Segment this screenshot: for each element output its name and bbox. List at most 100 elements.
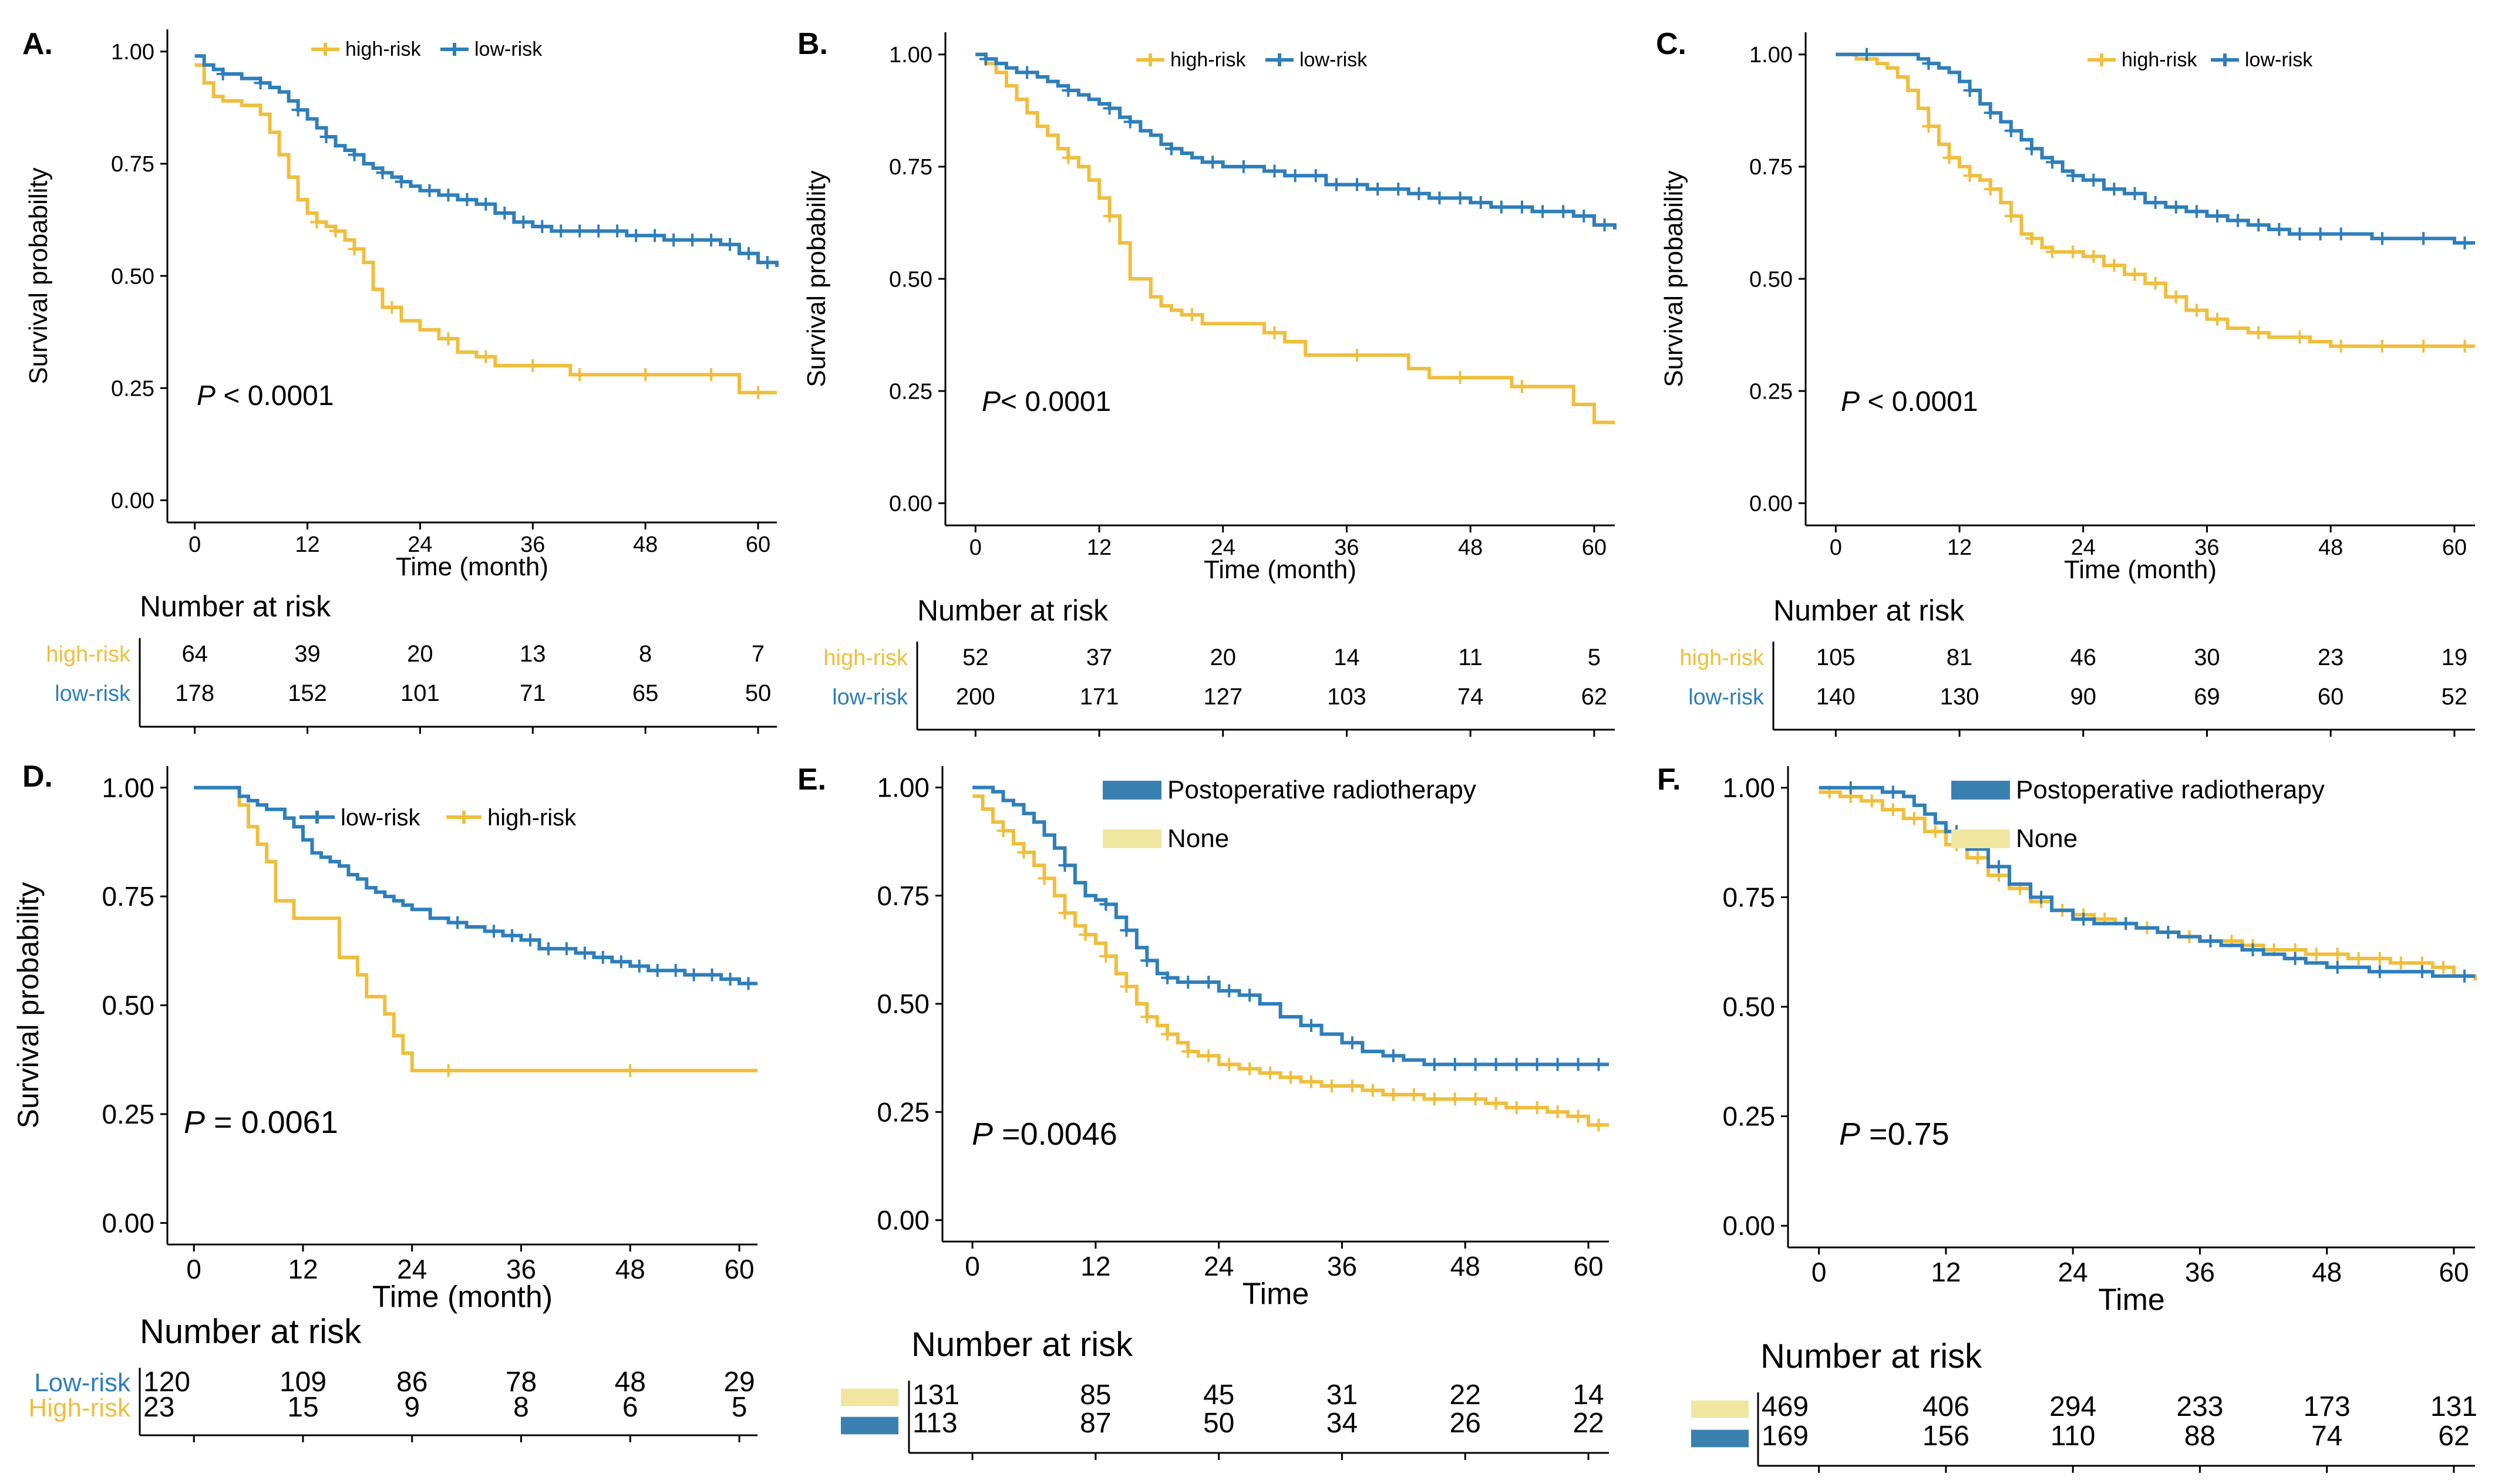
risk-value: 31	[1326, 1380, 1358, 1411]
censor-mark	[1038, 872, 1051, 885]
x-tick-label: 60	[724, 1254, 754, 1284]
risk-value: 81	[1947, 645, 1973, 670]
censor-mark	[1571, 1109, 1585, 1123]
censor-mark	[1325, 1080, 1338, 1093]
risk-value: 39	[294, 641, 321, 667]
risk-value: 130	[1940, 684, 1979, 710]
p-symbol: P	[982, 386, 1001, 417]
censor-mark	[2293, 227, 2307, 241]
p-symbol: P	[1839, 1117, 1860, 1152]
x-tick-label: 24	[1211, 535, 1235, 560]
panel-c: C. 0.00 0.25 0.50 0.75 1.00 0 12 24 36 48 60 Time (m…	[1656, 27, 2475, 737]
risk-value: 152	[288, 680, 327, 706]
panel-a: A. 0.00 0.25 0.50 0.75 1.00 0 12 24 36 48 60 Time (m…	[22, 27, 779, 734]
censor-mark	[1984, 183, 1997, 196]
risk-value: 34	[1326, 1408, 1358, 1439]
p-symbol: P	[972, 1117, 993, 1152]
risk-value: 23	[2318, 645, 2344, 670]
censor-mark	[573, 368, 587, 382]
censor-mark	[348, 148, 361, 161]
censor-mark	[2119, 917, 2133, 930]
censor-mark	[1366, 1084, 1379, 1097]
risk-table-title: Number at risk	[1773, 594, 1965, 627]
risk-value: 50	[745, 680, 772, 706]
legend-label: low-risk	[2245, 49, 2313, 71]
censor-mark	[1386, 1088, 1400, 1101]
censor-mark	[1992, 860, 2006, 873]
y-axis-title: Survival probability	[1659, 170, 1688, 387]
y-tick-label: 0.75	[877, 881, 930, 911]
legend-key-low	[440, 43, 469, 56]
censor-mark	[1223, 1058, 1236, 1071]
risk-value: 37	[1086, 645, 1113, 670]
y-tick-label: 0.25	[877, 1097, 930, 1127]
censor-mark	[996, 824, 1010, 838]
y-tick-label: 0.00	[877, 1205, 930, 1236]
risk-value: 64	[181, 641, 208, 667]
censor-mark	[573, 224, 587, 238]
x-tick-label: 0	[186, 1254, 201, 1284]
risk-value: 71	[520, 680, 546, 706]
censor-mark	[1140, 954, 1154, 967]
legend-label: None	[1167, 824, 1229, 853]
risk-value: 74	[2311, 1421, 2342, 1452]
censor-mark	[1305, 1075, 1318, 1088]
censor-mark	[2231, 214, 2245, 227]
censor-mark	[479, 350, 493, 363]
censor-mark	[2334, 227, 2348, 241]
censor-mark	[1571, 1058, 1585, 1071]
censor-mark	[1551, 1058, 1564, 1071]
censor-mark	[2025, 232, 2038, 245]
censor-mark	[1494, 200, 1508, 214]
x-tick-label: 60	[1573, 1251, 1603, 1281]
censor-mark	[1186, 308, 1199, 322]
p-symbol: P	[184, 1105, 205, 1140]
risk-value: 60	[2318, 684, 2344, 710]
x-tick-label: 60	[1582, 535, 1607, 560]
censor-mark	[2314, 227, 2327, 241]
legend-label: high-risk	[1170, 49, 1246, 71]
censor-mark	[578, 946, 591, 960]
censor-mark	[2375, 339, 2389, 353]
legend-label: low-risk	[1299, 49, 1368, 71]
x-tick-label: 24	[397, 1254, 427, 1284]
censor-mark	[2309, 947, 2323, 961]
censor-mark	[1860, 48, 1873, 61]
censor-mark	[1243, 989, 1257, 1002]
p-value: P =0.0046	[972, 1117, 1117, 1152]
km-curve-high	[194, 785, 757, 1072]
legend-label: high-risk	[487, 805, 577, 831]
censor-mark	[1351, 348, 1364, 362]
panel-label: A.	[22, 27, 53, 61]
censor-mark	[2457, 969, 2471, 983]
p-symbol: P	[197, 380, 216, 412]
censor-mark	[1181, 1045, 1195, 1058]
censor-mark	[2161, 926, 2175, 939]
censor-mark	[1510, 1058, 1523, 1071]
censor-mark	[1079, 928, 1092, 942]
risk-value: 8	[513, 1392, 529, 1423]
x-tick-label: 24	[2058, 1257, 2088, 1287]
censor-mark	[2066, 169, 2080, 183]
p-value-text: =0.75	[1860, 1117, 1949, 1152]
censor-mark	[1120, 980, 1133, 993]
risk-value: 127	[1203, 684, 1243, 710]
panel-label: E.	[797, 763, 826, 797]
x-axis-title: Time (month)	[372, 1280, 553, 1314]
risk-row-swatch-postop	[1691, 1429, 1749, 1448]
censor-mark	[1407, 1088, 1420, 1101]
p-value: P < 0.0001	[197, 380, 334, 412]
km-curve-low	[194, 54, 779, 267]
censor-mark	[705, 368, 718, 382]
censor-mark	[639, 368, 652, 382]
risk-value: 62	[1581, 684, 1608, 710]
risk-value: 22	[1573, 1408, 1604, 1439]
censor-mark	[506, 929, 519, 942]
risk-value: 14	[1334, 645, 1360, 670]
risk-value: 169	[1762, 1421, 1809, 1452]
legend-swatch-none	[1951, 829, 2010, 848]
x-tick-label: 60	[746, 532, 770, 557]
censor-mark	[1206, 156, 1220, 169]
censor-mark	[2252, 218, 2265, 232]
